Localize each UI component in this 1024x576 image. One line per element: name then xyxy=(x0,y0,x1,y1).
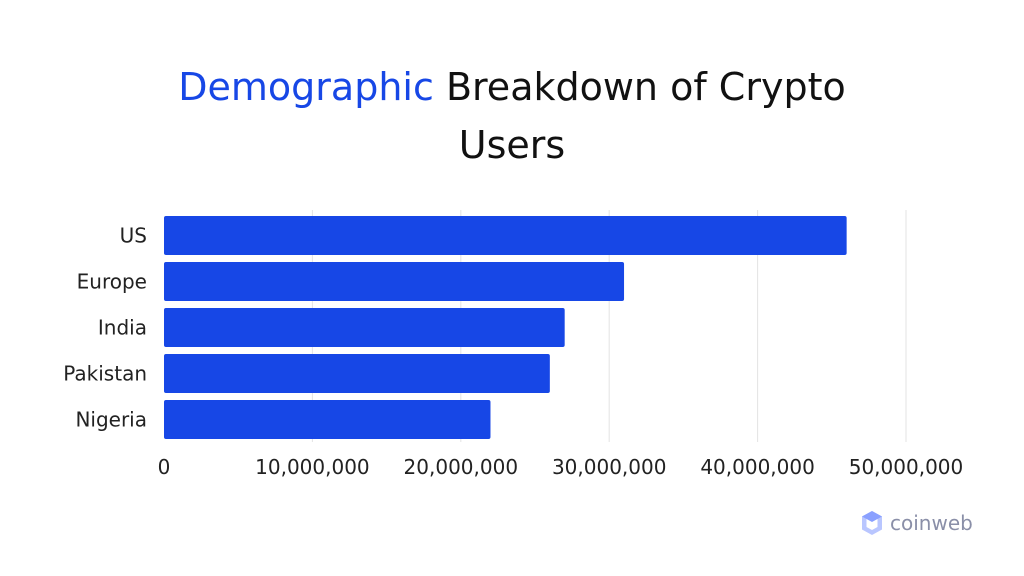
bar xyxy=(164,400,491,439)
x-tick-label: 20,000,000 xyxy=(404,455,519,479)
x-tick-label: 50,000,000 xyxy=(849,455,964,479)
title-line2: Users xyxy=(458,123,566,167)
coinweb-logo-icon xyxy=(862,511,882,535)
coinweb-logo: coinweb xyxy=(860,508,973,538)
title-highlight: Demographic xyxy=(178,65,434,109)
category-label: Nigeria xyxy=(75,408,147,432)
bar xyxy=(164,354,550,393)
category-label: India xyxy=(98,316,147,340)
category-label: US xyxy=(120,224,147,248)
x-tick-label: 10,000,000 xyxy=(255,455,370,479)
bar xyxy=(164,308,565,347)
bar xyxy=(164,262,625,301)
bar xyxy=(164,216,847,255)
x-tick-label: 30,000,000 xyxy=(552,455,667,479)
x-tick-label: 0 xyxy=(158,455,171,479)
chart-title: Demographic Breakdown of Crypto Users xyxy=(0,58,1024,174)
category-label: Pakistan xyxy=(63,362,147,386)
category-label: Europe xyxy=(77,270,147,294)
logo-text: coinweb xyxy=(890,511,973,535)
title-rest: Breakdown of Crypto xyxy=(445,65,846,109)
x-tick-label: 40,000,000 xyxy=(700,455,815,479)
